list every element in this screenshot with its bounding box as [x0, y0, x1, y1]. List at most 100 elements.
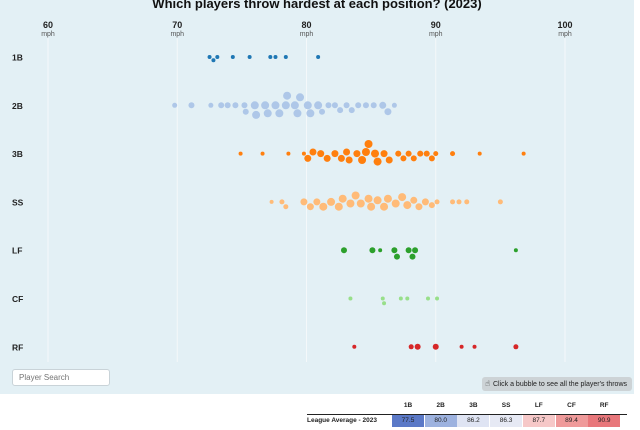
data-point-ss[interactable] — [334, 202, 343, 211]
data-point-cf[interactable] — [380, 296, 385, 301]
data-point-rf[interactable] — [352, 344, 357, 349]
data-point-2b[interactable] — [303, 101, 312, 110]
data-point-3b[interactable] — [361, 148, 370, 156]
data-point-lf[interactable] — [393, 253, 400, 260]
data-point-3b[interactable] — [260, 151, 265, 156]
data-point-3b[interactable] — [400, 155, 407, 162]
data-point-ss[interactable] — [306, 203, 314, 211]
data-point-3b[interactable] — [309, 148, 317, 156]
data-point-lf[interactable] — [405, 247, 412, 254]
data-point-2b[interactable] — [241, 102, 248, 109]
data-point-3b[interactable] — [410, 155, 417, 162]
data-point-ss[interactable] — [403, 201, 412, 210]
data-point-lf[interactable] — [340, 247, 347, 254]
data-point-3b[interactable] — [417, 150, 424, 157]
data-point-1b[interactable] — [230, 55, 235, 59]
data-point-3b[interactable] — [371, 149, 380, 158]
data-point-ss[interactable] — [367, 202, 376, 211]
data-point-1b[interactable] — [211, 58, 216, 63]
data-point-2b[interactable] — [290, 101, 299, 110]
data-point-2b[interactable] — [319, 108, 326, 115]
data-point-3b[interactable] — [343, 148, 351, 156]
data-point-2b[interactable] — [218, 102, 225, 109]
data-point-1b[interactable] — [268, 55, 273, 59]
data-point-3b[interactable] — [428, 155, 435, 162]
data-point-3b[interactable] — [345, 156, 353, 164]
data-point-ss[interactable] — [356, 199, 365, 208]
data-point-2b[interactable] — [232, 102, 239, 109]
data-point-ss[interactable] — [351, 191, 360, 200]
data-point-rf[interactable] — [408, 344, 414, 350]
data-point-3b[interactable] — [331, 150, 339, 158]
data-point-ss[interactable] — [313, 198, 321, 206]
data-point-ss[interactable] — [497, 199, 503, 205]
data-point-lf[interactable] — [412, 247, 419, 254]
data-point-2b[interactable] — [362, 102, 369, 109]
data-point-2b[interactable] — [391, 102, 397, 108]
data-point-3b[interactable] — [477, 151, 482, 156]
data-point-2b[interactable] — [252, 110, 261, 119]
data-point-2b[interactable] — [348, 107, 355, 114]
data-point-2b[interactable] — [337, 107, 344, 114]
data-point-ss[interactable] — [338, 194, 347, 203]
data-point-3b[interactable] — [380, 150, 388, 158]
data-point-3b[interactable] — [286, 151, 291, 156]
data-point-3b[interactable] — [364, 140, 373, 148]
data-point-3b[interactable] — [521, 151, 526, 156]
data-point-cf[interactable] — [348, 296, 353, 301]
data-point-ss[interactable] — [300, 198, 308, 206]
data-point-3b[interactable] — [433, 151, 439, 157]
data-point-ss[interactable] — [428, 202, 435, 209]
data-point-cf[interactable] — [425, 296, 430, 301]
data-point-2b[interactable] — [343, 102, 350, 109]
data-point-lf[interactable] — [378, 248, 383, 253]
data-point-2b[interactable] — [370, 102, 377, 109]
data-point-3b[interactable] — [304, 154, 312, 162]
data-point-3b[interactable] — [385, 156, 393, 164]
data-point-2b[interactable] — [224, 102, 231, 109]
data-point-2b[interactable] — [281, 101, 290, 110]
data-point-2b[interactable] — [314, 101, 323, 110]
data-point-ss[interactable] — [456, 199, 462, 205]
data-point-3b[interactable] — [358, 156, 367, 164]
data-point-ss[interactable] — [391, 199, 400, 208]
data-point-ss[interactable] — [380, 202, 389, 211]
data-point-2b[interactable] — [271, 101, 280, 110]
data-point-ss[interactable] — [421, 198, 429, 206]
data-point-ss[interactable] — [279, 199, 285, 205]
data-point-ss[interactable] — [327, 197, 336, 206]
data-point-2b[interactable] — [208, 102, 214, 108]
data-point-1b[interactable] — [273, 55, 278, 59]
data-point-3b[interactable] — [395, 150, 402, 157]
data-point-cf[interactable] — [435, 296, 440, 301]
data-point-ss[interactable] — [269, 199, 274, 204]
data-point-1b[interactable] — [207, 55, 212, 59]
data-point-ss[interactable] — [319, 202, 328, 211]
data-point-2b[interactable] — [384, 108, 392, 116]
data-point-ss[interactable] — [364, 194, 373, 203]
data-point-ss[interactable] — [373, 196, 382, 205]
data-point-2b[interactable] — [325, 102, 332, 109]
data-point-rf[interactable] — [459, 344, 464, 349]
data-point-1b[interactable] — [247, 55, 252, 59]
data-point-lf[interactable] — [409, 253, 416, 260]
data-point-2b[interactable] — [283, 91, 292, 100]
data-point-rf[interactable] — [472, 344, 477, 349]
player-search-input[interactable] — [12, 369, 110, 386]
data-point-2b[interactable] — [275, 109, 284, 118]
data-point-ss[interactable] — [415, 203, 423, 211]
data-point-lf[interactable] — [513, 248, 518, 253]
data-point-3b[interactable] — [405, 150, 412, 157]
data-point-rf[interactable] — [414, 343, 421, 350]
data-point-3b[interactable] — [423, 150, 430, 157]
data-point-ss[interactable] — [383, 194, 392, 203]
data-point-3b[interactable] — [450, 151, 456, 157]
data-point-1b[interactable] — [215, 55, 220, 59]
data-point-ss[interactable] — [346, 199, 355, 208]
data-point-1b[interactable] — [316, 55, 321, 59]
data-point-3b[interactable] — [353, 150, 361, 158]
data-point-cf[interactable] — [382, 301, 387, 306]
data-point-lf[interactable] — [369, 247, 376, 254]
data-point-2b[interactable] — [263, 109, 272, 118]
data-point-3b[interactable] — [238, 151, 243, 156]
